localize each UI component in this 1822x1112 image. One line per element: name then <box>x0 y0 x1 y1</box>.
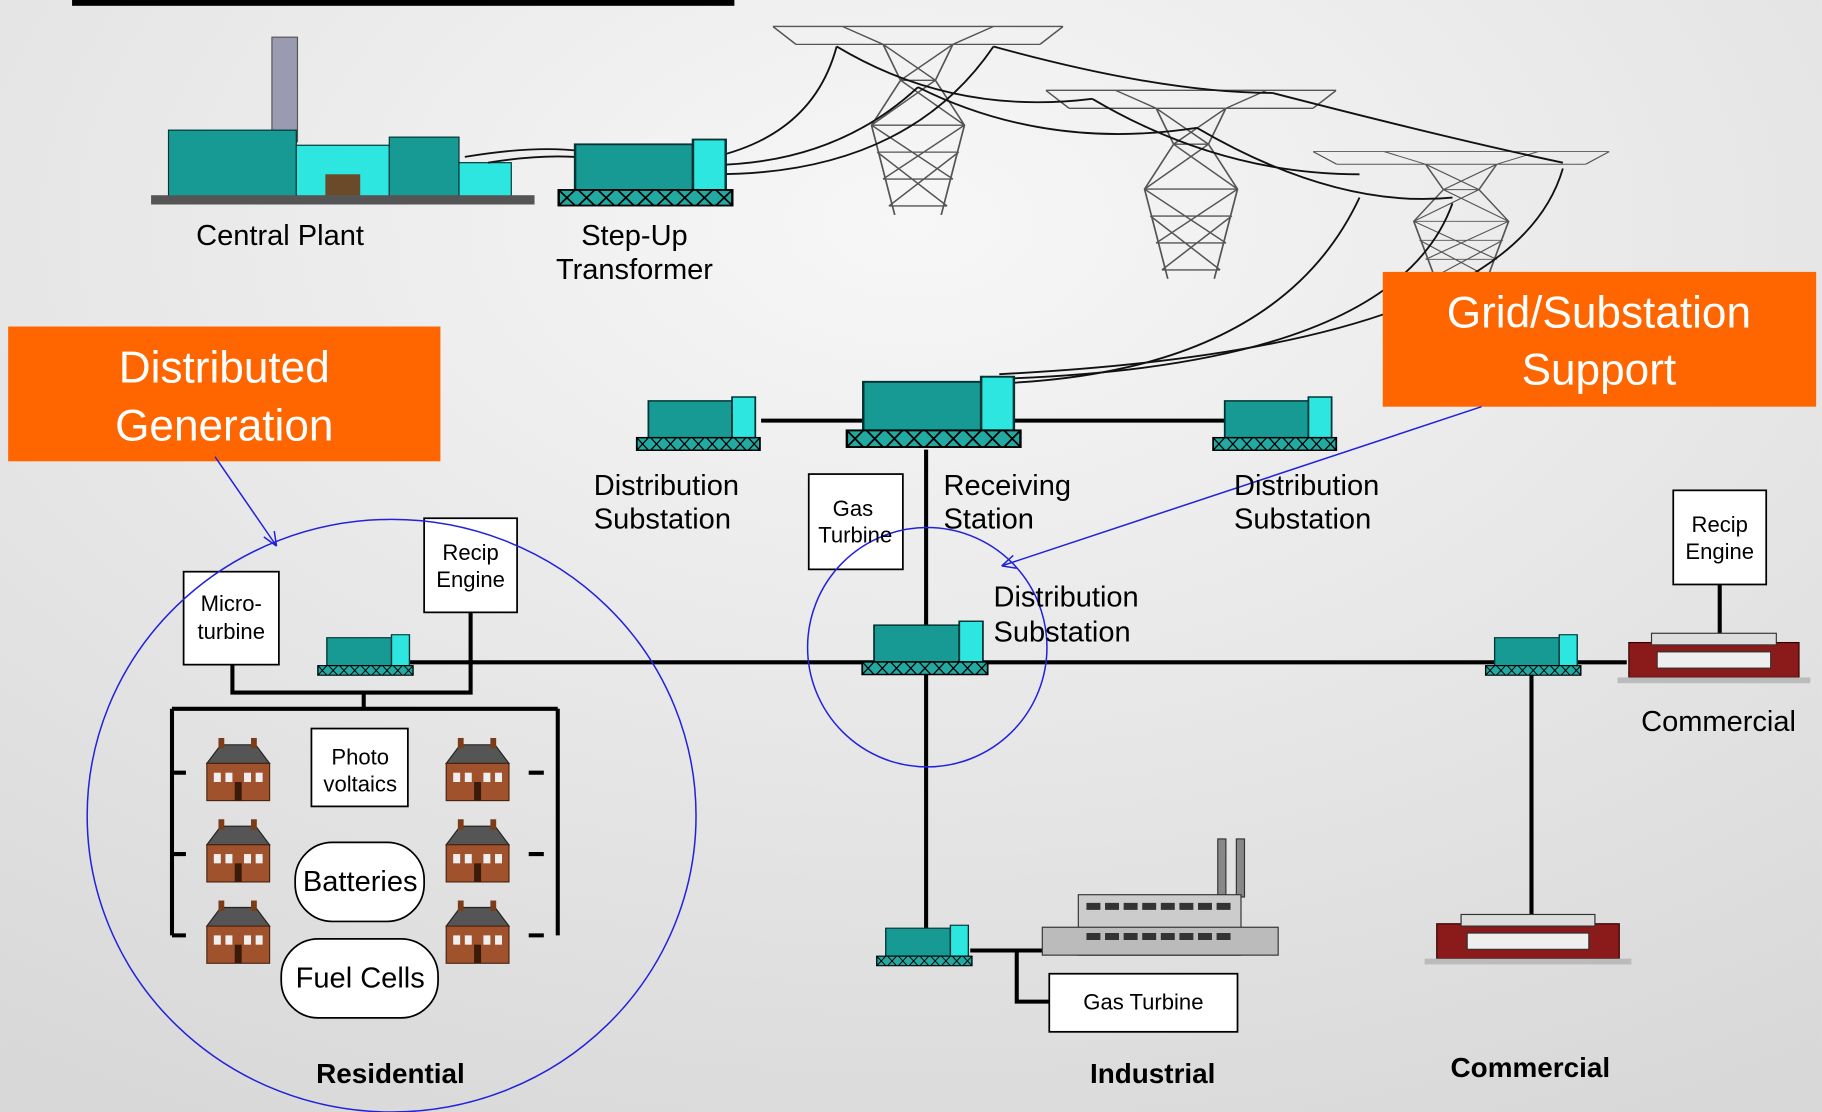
box-label: Gas Turbine <box>1083 990 1203 1015</box>
box-label: voltaics <box>323 771 397 796</box>
box-label: Fuel Cells <box>296 963 425 995</box>
label: Transformer <box>556 254 713 286</box>
box-label: Recip <box>1692 512 1748 537</box>
label: Substation <box>993 616 1130 648</box>
label: Distribution <box>1234 470 1379 502</box>
top-bar <box>72 0 734 6</box>
box-label: Photo <box>331 745 389 770</box>
section-label: Commercial <box>1451 1052 1611 1083</box>
box-label: Micro- <box>201 591 262 616</box>
box-label: Recip <box>442 540 498 565</box>
box-label: Batteries <box>303 866 418 898</box>
callout-text: Generation <box>115 401 333 450</box>
label: Commercial <box>1641 706 1796 738</box>
label: Substation <box>594 504 731 536</box>
box-label: Engine <box>436 567 505 592</box>
box-label: Turbine <box>818 523 892 548</box>
box-label: turbine <box>198 619 265 644</box>
box-label: Gas <box>833 496 873 521</box>
label: Central Plant <box>196 220 364 252</box>
label: Substation <box>1234 504 1371 536</box>
diagram: Central Plant Step-Up Transformer Distri… <box>0 0 1822 1112</box>
callout-text: Distributed <box>119 343 330 392</box>
callout-text: Support <box>1522 346 1677 395</box>
label: Distribution <box>594 470 739 502</box>
label: Step-Up <box>581 220 688 252</box>
label: Station <box>944 504 1034 536</box>
callout-text: Grid/Substation <box>1447 289 1751 338</box>
label: Distribution <box>993 582 1138 614</box>
section-label: Residential <box>316 1058 465 1089</box>
section-label: Industrial <box>1090 1058 1215 1089</box>
label: Receiving <box>944 470 1071 502</box>
box-label: Engine <box>1685 539 1754 564</box>
